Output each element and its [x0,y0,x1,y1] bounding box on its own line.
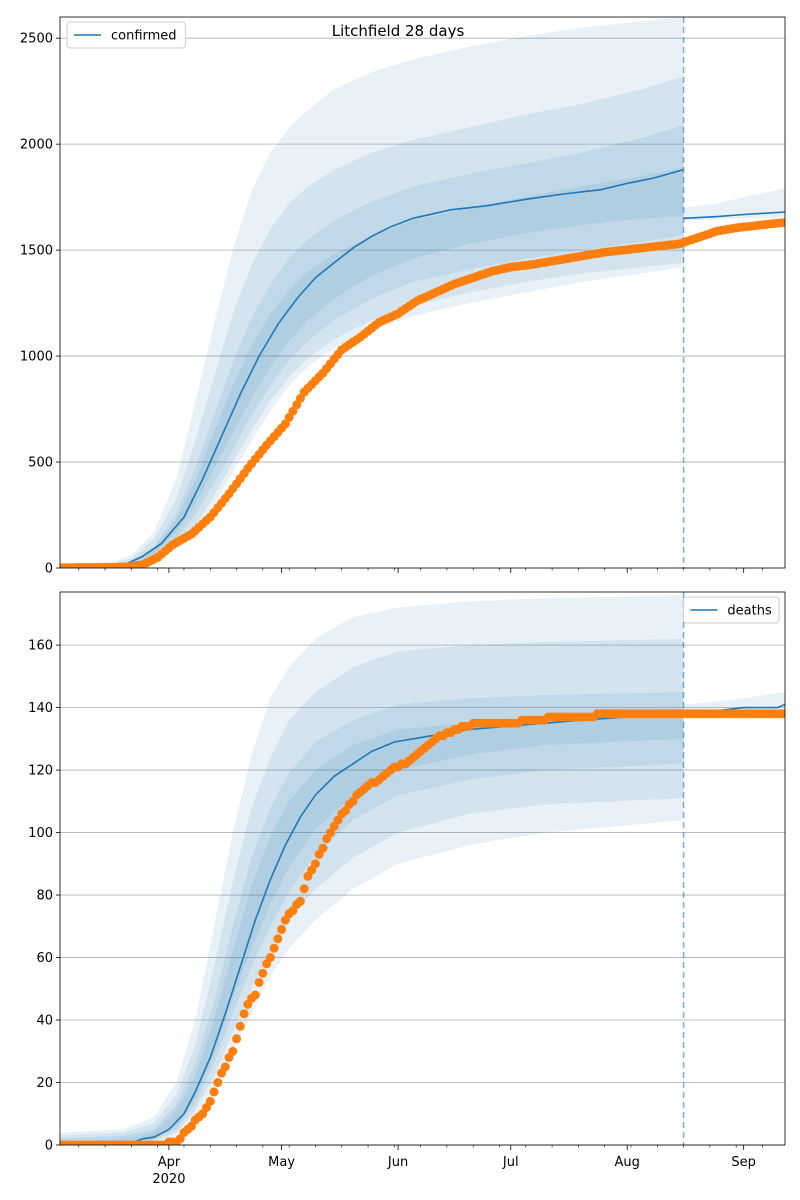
y-tick-label: 2000 [20,138,53,153]
y-tick-label: 100 [28,826,53,841]
y-tick-label: 20 [36,1076,53,1091]
legend-box [682,596,780,624]
observed-point [784,711,785,717]
x-tick-label: Sep [731,1155,756,1170]
y-tick-label: 140 [28,701,53,716]
uncertainty-band-50pct [60,125,684,568]
observed-point [796,216,800,225]
observed-point [235,1021,245,1031]
model-median-line [60,168,684,568]
observed-point [318,843,328,853]
observed-point [205,1096,215,1106]
legend: confirmed [66,21,186,49]
y-tick-label: 500 [28,456,53,471]
observed-point [232,1034,242,1044]
observed-point [213,1078,223,1087]
confirmed-panel: 0 500 1000 1500 2000 2500 confirmed [20,16,800,577]
observed-point [788,217,797,226]
y-tick-label: 0 [45,1139,53,1154]
observed-point [273,934,283,944]
observed-point [295,896,305,906]
observed-point [792,706,800,715]
observed-point [788,706,797,715]
legend-label: deaths [727,604,772,619]
observed-point [784,219,785,225]
x-tick-label: May [268,1155,295,1170]
y-tick-label: 1000 [20,350,53,365]
uncertainty-band-outer [60,17,684,568]
uncertainty-band-outer [60,595,684,1145]
uncertainty-band-50pct [60,692,684,1145]
y-tick-label: 120 [28,764,53,779]
x-tick-label: Aug [615,1155,640,1170]
y-tick-label: 160 [28,639,53,654]
observed-point [269,943,279,953]
observed-point [258,968,268,978]
plot-area [60,17,800,568]
axes-frame [59,591,786,1146]
observed-point [310,859,320,869]
observed-point [299,884,309,894]
observed-point [250,990,260,1000]
y-tick-label: 60 [36,951,53,966]
x-tick-label: Jun [387,1155,408,1170]
observed-point [796,706,800,715]
observed-point [239,1009,249,1019]
observed-point [254,978,264,987]
legend: deaths [682,596,780,624]
observed-point [228,1046,238,1056]
plot-area [60,592,800,1145]
axes-frame [59,16,786,569]
observed-point [220,1062,230,1072]
projection-line [683,211,785,220]
figure-title: Litchfield 28 days [332,22,465,40]
uncertainty-band-80pct [60,638,684,1145]
x-tick-year-label: 2020 [152,1172,185,1187]
legend-label: confirmed [111,29,177,44]
deaths-panel: 0 20 40 60 80 100 120 140 160 Apr 2020 May Jun Jul Aug… [28,591,800,1187]
observed-point [780,217,785,227]
x-tick-label: Apr [158,1155,181,1170]
y-tick-label: 2500 [20,32,53,47]
observed-point [792,216,800,225]
observed-point [277,924,287,934]
observed-point [209,1087,219,1097]
y-tick-label: 80 [36,889,53,904]
x-tick-label: Jul [502,1155,519,1170]
legend-box [66,21,186,49]
y-tick-label: 0 [45,562,53,577]
y-tick-label: 1500 [20,244,53,259]
projection-band [683,188,785,221]
y-tick-label: 40 [36,1014,53,1029]
observed-point [780,709,785,719]
uncertainty-band-inner [60,167,684,568]
uncertainty-band-inner [60,717,684,1145]
observed-point [265,953,275,962]
